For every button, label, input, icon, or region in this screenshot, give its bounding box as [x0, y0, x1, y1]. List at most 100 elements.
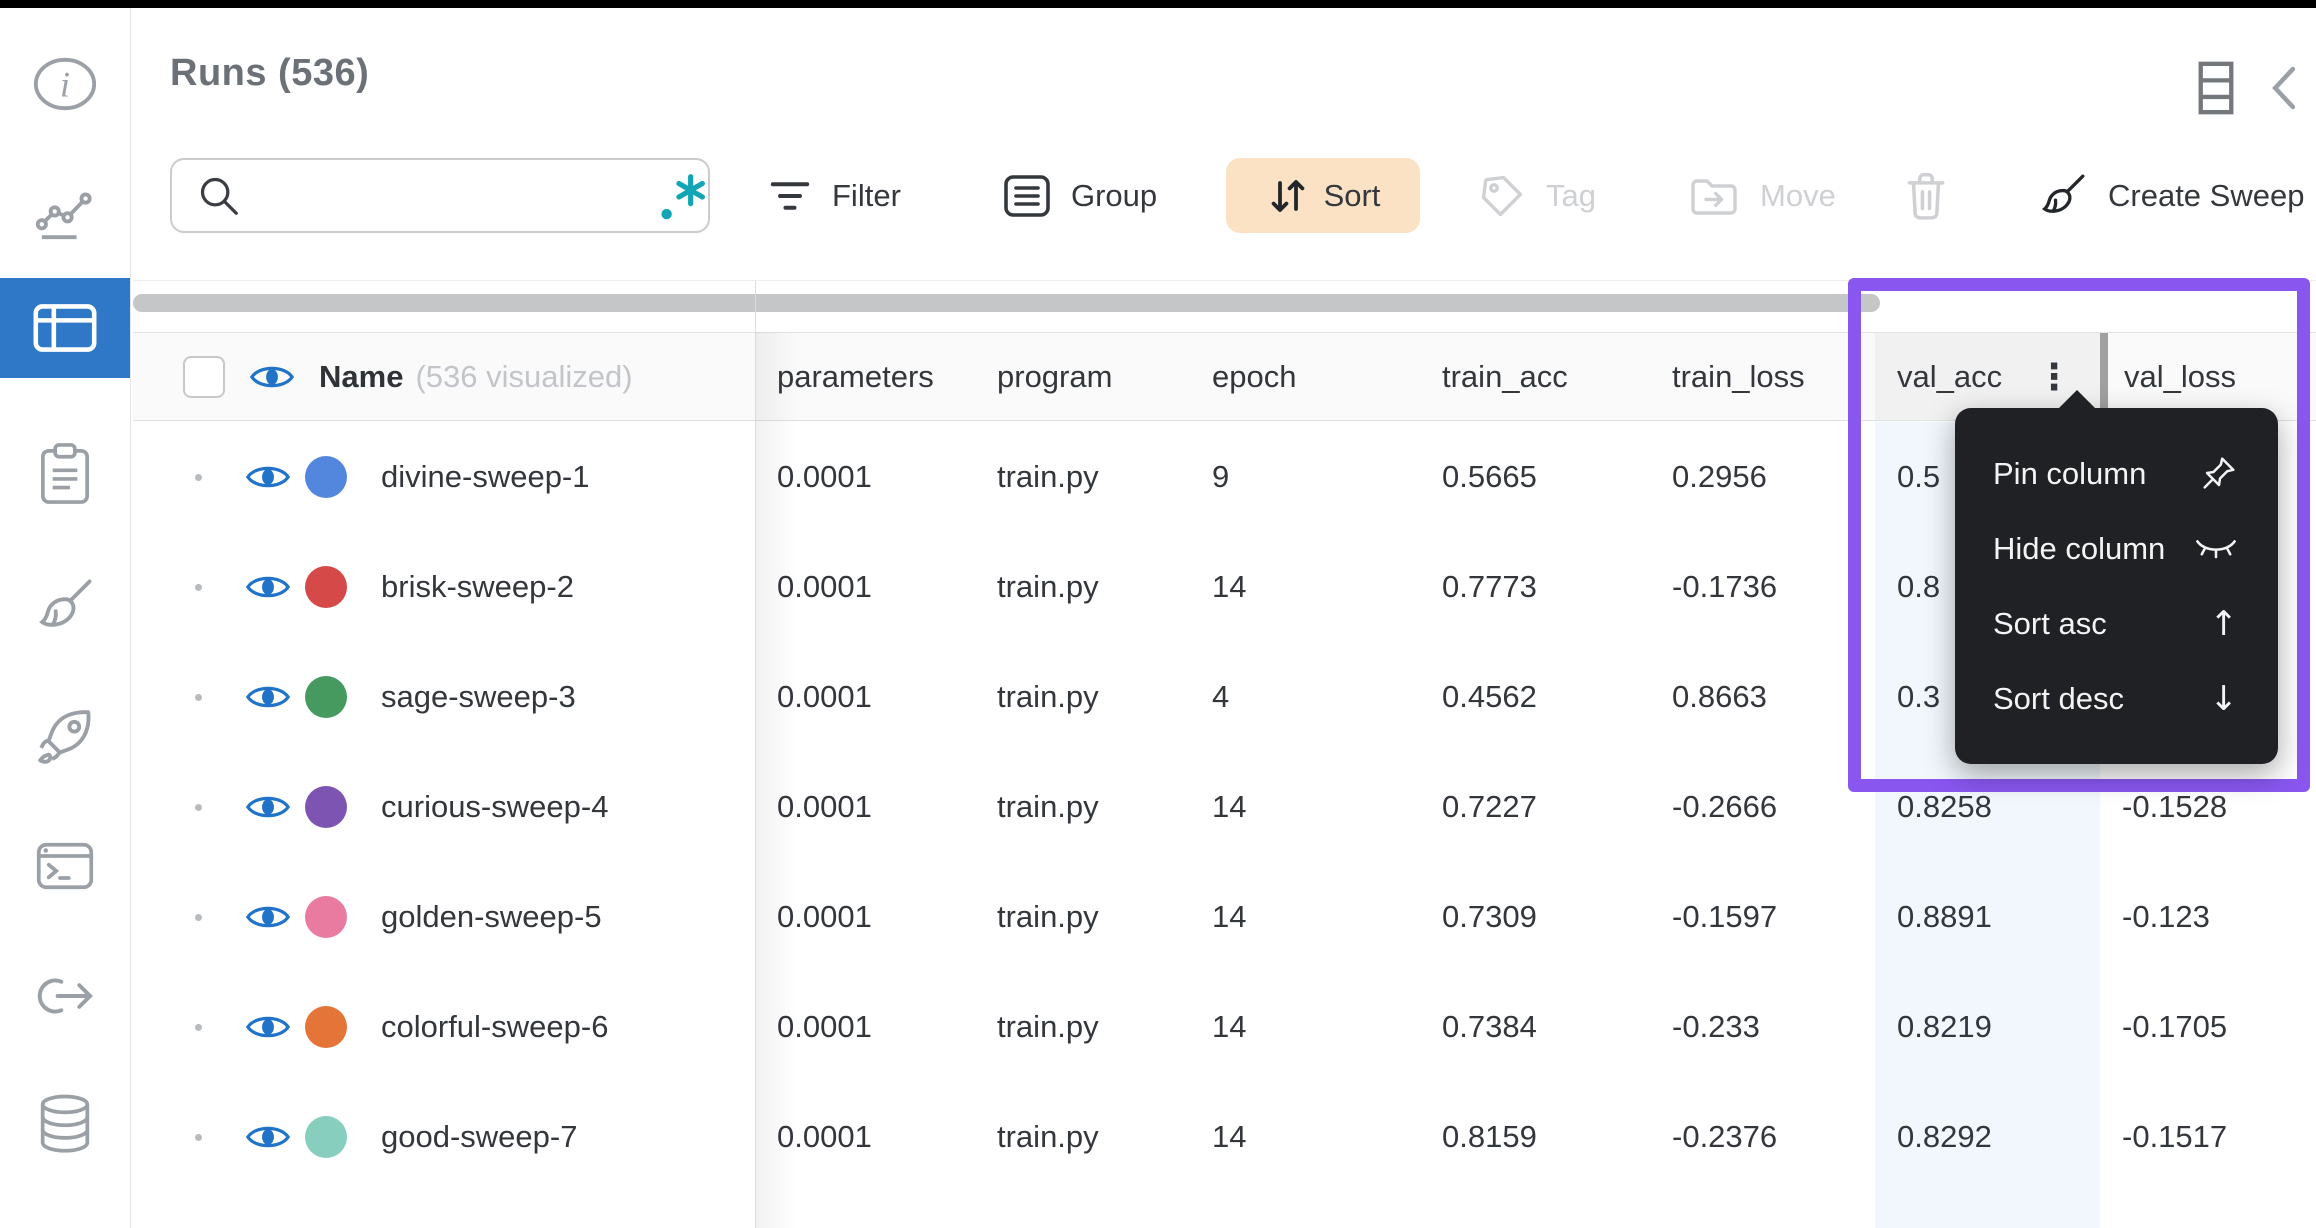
row-drag-handle[interactable]: [195, 693, 202, 701]
cell-train-loss: 0.8663: [1672, 679, 1767, 714]
move-label: Move: [1760, 177, 1836, 213]
row-visibility-eye-icon[interactable]: [245, 681, 291, 713]
pinned-column-divider[interactable]: [755, 281, 756, 1228]
sort-asc-label: Sort asc: [1993, 605, 2107, 641]
cell-val-acc: 0.8292: [1897, 1119, 1992, 1154]
name-column-header: Name (536 visualized): [133, 333, 755, 420]
row-visibility-eye-icon[interactable]: [245, 791, 291, 823]
column-context-menu: Pin column Hide column Sort asc ↑ Sort d…: [1955, 390, 2278, 764]
left-sidebar: i: [0, 8, 131, 1228]
cell-train-loss: -0.2666: [1672, 789, 1778, 824]
row-drag-handle[interactable]: [195, 803, 202, 811]
run-name-link[interactable]: golden-sweep-5: [381, 899, 602, 934]
menu-item-sort-asc[interactable]: Sort asc ↑: [1955, 586, 2278, 661]
horizontal-scrollbar[interactable]: [133, 294, 1880, 312]
row-visibility-eye-icon[interactable]: [245, 901, 291, 933]
run-name-link[interactable]: curious-sweep-4: [381, 789, 609, 824]
table-columns-icon[interactable]: [2196, 60, 2236, 116]
column-header-train-acc[interactable]: train_acc: [1442, 358, 1568, 394]
sidebar-item-notes[interactable]: [0, 424, 130, 524]
cell-train-loss: -0.1736: [1672, 569, 1778, 604]
sort-arrows-icon: [1266, 175, 1310, 217]
select-all-checkbox[interactable]: [183, 355, 225, 398]
column-menu-kebab-icon[interactable]: ⋮: [2036, 355, 2072, 397]
row-visibility-eye-icon[interactable]: [245, 571, 291, 603]
row-drag-handle[interactable]: [195, 583, 202, 591]
collapse-chevron-icon[interactable]: [2270, 64, 2298, 112]
sidebar-item-charts[interactable]: [0, 164, 130, 264]
val-acc-header-label: val_acc: [1897, 358, 2003, 394]
eye-closed-icon: [2194, 535, 2238, 563]
sort-button[interactable]: Sort: [1226, 158, 1420, 233]
line-chart-icon: [34, 187, 96, 241]
move-button[interactable]: Move: [1688, 158, 1836, 233]
table-row[interactable]: golden-sweep-5 0.0001 train.py 14 0.7309…: [133, 862, 2316, 972]
delete-button[interactable]: [1903, 158, 1949, 233]
cell-train-acc: 0.8159: [1442, 1119, 1537, 1154]
row-visibility-eye-icon[interactable]: [245, 461, 291, 493]
cell-epoch: 9: [1212, 459, 1230, 494]
sidebar-item-sweeps[interactable]: [0, 556, 130, 656]
run-name-link[interactable]: colorful-sweep-6: [381, 1009, 609, 1044]
table-row[interactable]: sage-sweep-3 0.0001 train.py 4 0.4562 0.…: [133, 642, 2316, 752]
visibility-eye-icon[interactable]: [249, 361, 295, 393]
column-header-program[interactable]: program: [997, 358, 1113, 394]
run-name-link[interactable]: divine-sweep-1: [381, 459, 590, 494]
filter-button[interactable]: Filter: [768, 158, 901, 233]
cell-epoch: 14: [1212, 1009, 1247, 1044]
run-name-link[interactable]: sage-sweep-3: [381, 679, 576, 714]
cell-parameters: 0.0001: [777, 679, 872, 714]
row-visibility-eye-icon[interactable]: [245, 1121, 291, 1153]
regex-dot-star-icon[interactable]: [657, 169, 707, 223]
create-sweep-broom-icon: [2038, 171, 2088, 221]
column-header-parameters[interactable]: parameters: [777, 358, 934, 394]
cell-train-loss: -0.1597: [1672, 899, 1778, 934]
cell-val-loss: -0.123: [2122, 899, 2210, 934]
cell-parameters: 0.0001: [777, 459, 872, 494]
row-visibility-eye-icon[interactable]: [245, 1011, 291, 1043]
sidebar-item-artifacts-lineage[interactable]: [0, 946, 130, 1046]
column-header-val-loss[interactable]: val_loss: [2100, 333, 2316, 420]
column-header-epoch[interactable]: epoch: [1212, 358, 1297, 394]
group-button[interactable]: Group: [1003, 158, 1157, 233]
cell-program: train.py: [997, 679, 1099, 714]
sort-desc-label: Sort desc: [1993, 680, 2124, 716]
sidebar-item-overview[interactable]: i: [0, 34, 130, 134]
row-drag-handle[interactable]: [195, 1023, 202, 1031]
link-icon: [33, 972, 97, 1020]
tag-button[interactable]: Tag: [1478, 158, 1596, 233]
run-name-link[interactable]: good-sweep-7: [381, 1119, 578, 1154]
row-drag-handle[interactable]: [195, 913, 202, 921]
run-name-link[interactable]: brisk-sweep-2: [381, 569, 574, 604]
runs-table-icon: [32, 302, 98, 354]
arrow-up-icon: ↑: [2209, 603, 2239, 644]
table-row[interactable]: brisk-sweep-2 0.0001 train.py 14 0.7773 …: [133, 532, 2316, 642]
sidebar-item-data[interactable]: [0, 1074, 130, 1174]
trash-icon: [1903, 170, 1949, 222]
table-row[interactable]: divine-sweep-1 0.0001 train.py 9 0.5665 …: [133, 422, 2316, 532]
create-sweep-button[interactable]: Create Sweep: [2038, 158, 2304, 233]
menu-item-pin-column[interactable]: Pin column: [1955, 436, 2278, 511]
menu-item-hide-column[interactable]: Hide column: [1955, 511, 2278, 586]
search-input[interactable]: [258, 165, 657, 226]
run-color-dot: [305, 566, 347, 608]
sidebar-item-logs[interactable]: [0, 816, 130, 916]
name-column-label: Name: [319, 358, 404, 394]
rocket-icon: [34, 705, 96, 767]
cell-train-loss: 0.2956: [1672, 459, 1767, 494]
column-header-train-loss[interactable]: train_loss: [1672, 358, 1805, 394]
cell-program: train.py: [997, 459, 1099, 494]
menu-item-sort-desc[interactable]: Sort desc ↓: [1955, 661, 2278, 736]
table-row[interactable]: colorful-sweep-6 0.0001 train.py 14 0.73…: [133, 972, 2316, 1082]
row-drag-handle[interactable]: [195, 473, 202, 481]
cell-epoch: 4: [1212, 679, 1230, 714]
sidebar-item-runs-table[interactable]: [0, 278, 130, 378]
cell-train-acc: 0.5665: [1442, 459, 1537, 494]
sidebar-item-launch[interactable]: [0, 686, 130, 786]
cell-train-loss: -0.233: [1672, 1009, 1760, 1044]
cell-train-acc: 0.7773: [1442, 569, 1537, 604]
row-drag-handle[interactable]: [195, 1133, 202, 1141]
table-row[interactable]: curious-sweep-4 0.0001 train.py 14 0.722…: [133, 752, 2316, 862]
column-header-val-acc[interactable]: val_acc ⋮: [1875, 333, 2100, 420]
table-row[interactable]: good-sweep-7 0.0001 train.py 14 0.8159 -…: [133, 1082, 2316, 1192]
